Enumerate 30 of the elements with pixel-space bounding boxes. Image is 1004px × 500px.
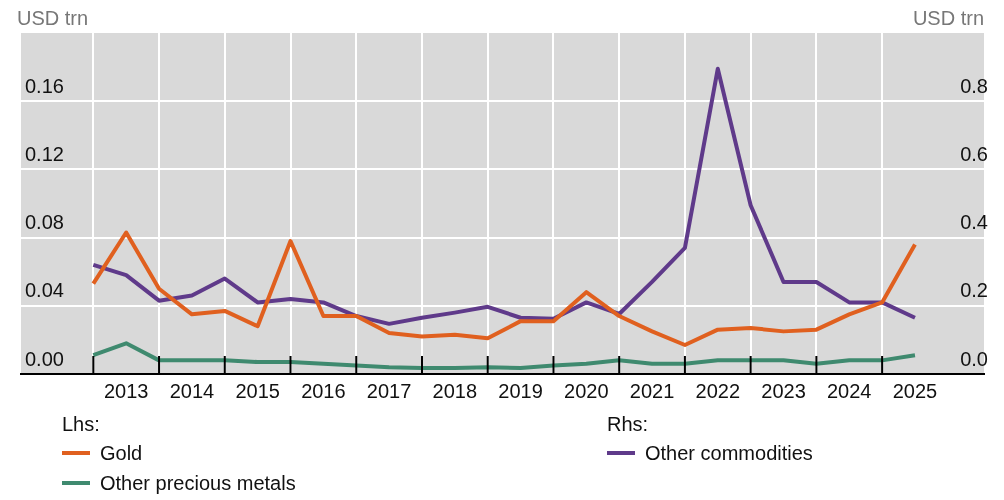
x-tick-label: 2023 xyxy=(761,379,806,402)
x-tick-label: 2014 xyxy=(169,379,215,402)
x-tick-label: 2017 xyxy=(366,379,412,402)
legend-label: Gold xyxy=(100,441,143,466)
y2-tick-label: 0.8 xyxy=(960,74,988,97)
y-tick-label: 0.12 xyxy=(25,142,64,165)
x-tick-label: 2016 xyxy=(301,379,346,402)
y-tick-label: 0.04 xyxy=(25,279,64,302)
legend-label: Other commodities xyxy=(645,441,813,466)
x-tick-label: 2015 xyxy=(235,379,280,402)
y-tick-label: 0.08 xyxy=(25,211,64,234)
x-tick-label: 2025 xyxy=(892,379,938,402)
x-tick-label: 2018 xyxy=(432,379,478,402)
y-tick-label: 0.00 xyxy=(25,347,64,370)
legend-label: Other precious metals xyxy=(100,471,296,496)
y2-axis-title: USD trn xyxy=(912,6,984,29)
y2-tick-label: 0.4 xyxy=(960,211,988,234)
text: Lhs: xyxy=(62,412,101,437)
y2-tick-label: 0.0 xyxy=(960,347,988,370)
y2-tick-label: 0.6 xyxy=(960,142,988,165)
y-tick-label: 0.16 xyxy=(25,74,64,97)
x-tick-label: 2020 xyxy=(564,379,609,402)
x-tick-label: 2013 xyxy=(103,379,149,402)
x-tick-label: 2022 xyxy=(695,379,741,402)
x-tick-label: 2024 xyxy=(827,379,872,402)
y2-tick-label: 0.2 xyxy=(960,279,988,302)
x-tick-label: 2021 xyxy=(629,379,675,402)
y-axis-title: USD trn xyxy=(17,6,89,29)
text: Rhs: xyxy=(607,412,650,437)
x-tick-label: 2019 xyxy=(498,379,543,402)
